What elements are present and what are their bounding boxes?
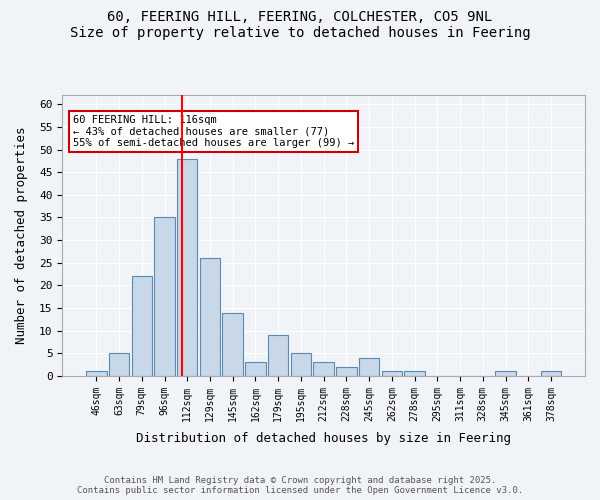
Y-axis label: Number of detached properties: Number of detached properties [15, 127, 28, 344]
Bar [177, 158, 197, 376]
Bar [541, 372, 561, 376]
Bar [131, 276, 152, 376]
Text: 60, FEERING HILL, FEERING, COLCHESTER, CO5 9NL
Size of property relative to deta: 60, FEERING HILL, FEERING, COLCHESTER, C… [70, 10, 530, 40]
Bar [336, 367, 356, 376]
Bar [223, 312, 243, 376]
Bar [382, 372, 402, 376]
Bar [245, 362, 266, 376]
Bar [496, 372, 516, 376]
Bar [404, 372, 425, 376]
Text: Contains HM Land Registry data © Crown copyright and database right 2025.
Contai: Contains HM Land Registry data © Crown c… [77, 476, 523, 495]
Bar [359, 358, 379, 376]
Bar [200, 258, 220, 376]
Bar [86, 372, 107, 376]
Text: 60 FEERING HILL: 116sqm
← 43% of detached houses are smaller (77)
55% of semi-de: 60 FEERING HILL: 116sqm ← 43% of detache… [73, 115, 354, 148]
Bar [291, 354, 311, 376]
Bar [268, 335, 289, 376]
Bar [109, 354, 129, 376]
X-axis label: Distribution of detached houses by size in Feering: Distribution of detached houses by size … [136, 432, 511, 445]
Bar [154, 218, 175, 376]
Bar [313, 362, 334, 376]
